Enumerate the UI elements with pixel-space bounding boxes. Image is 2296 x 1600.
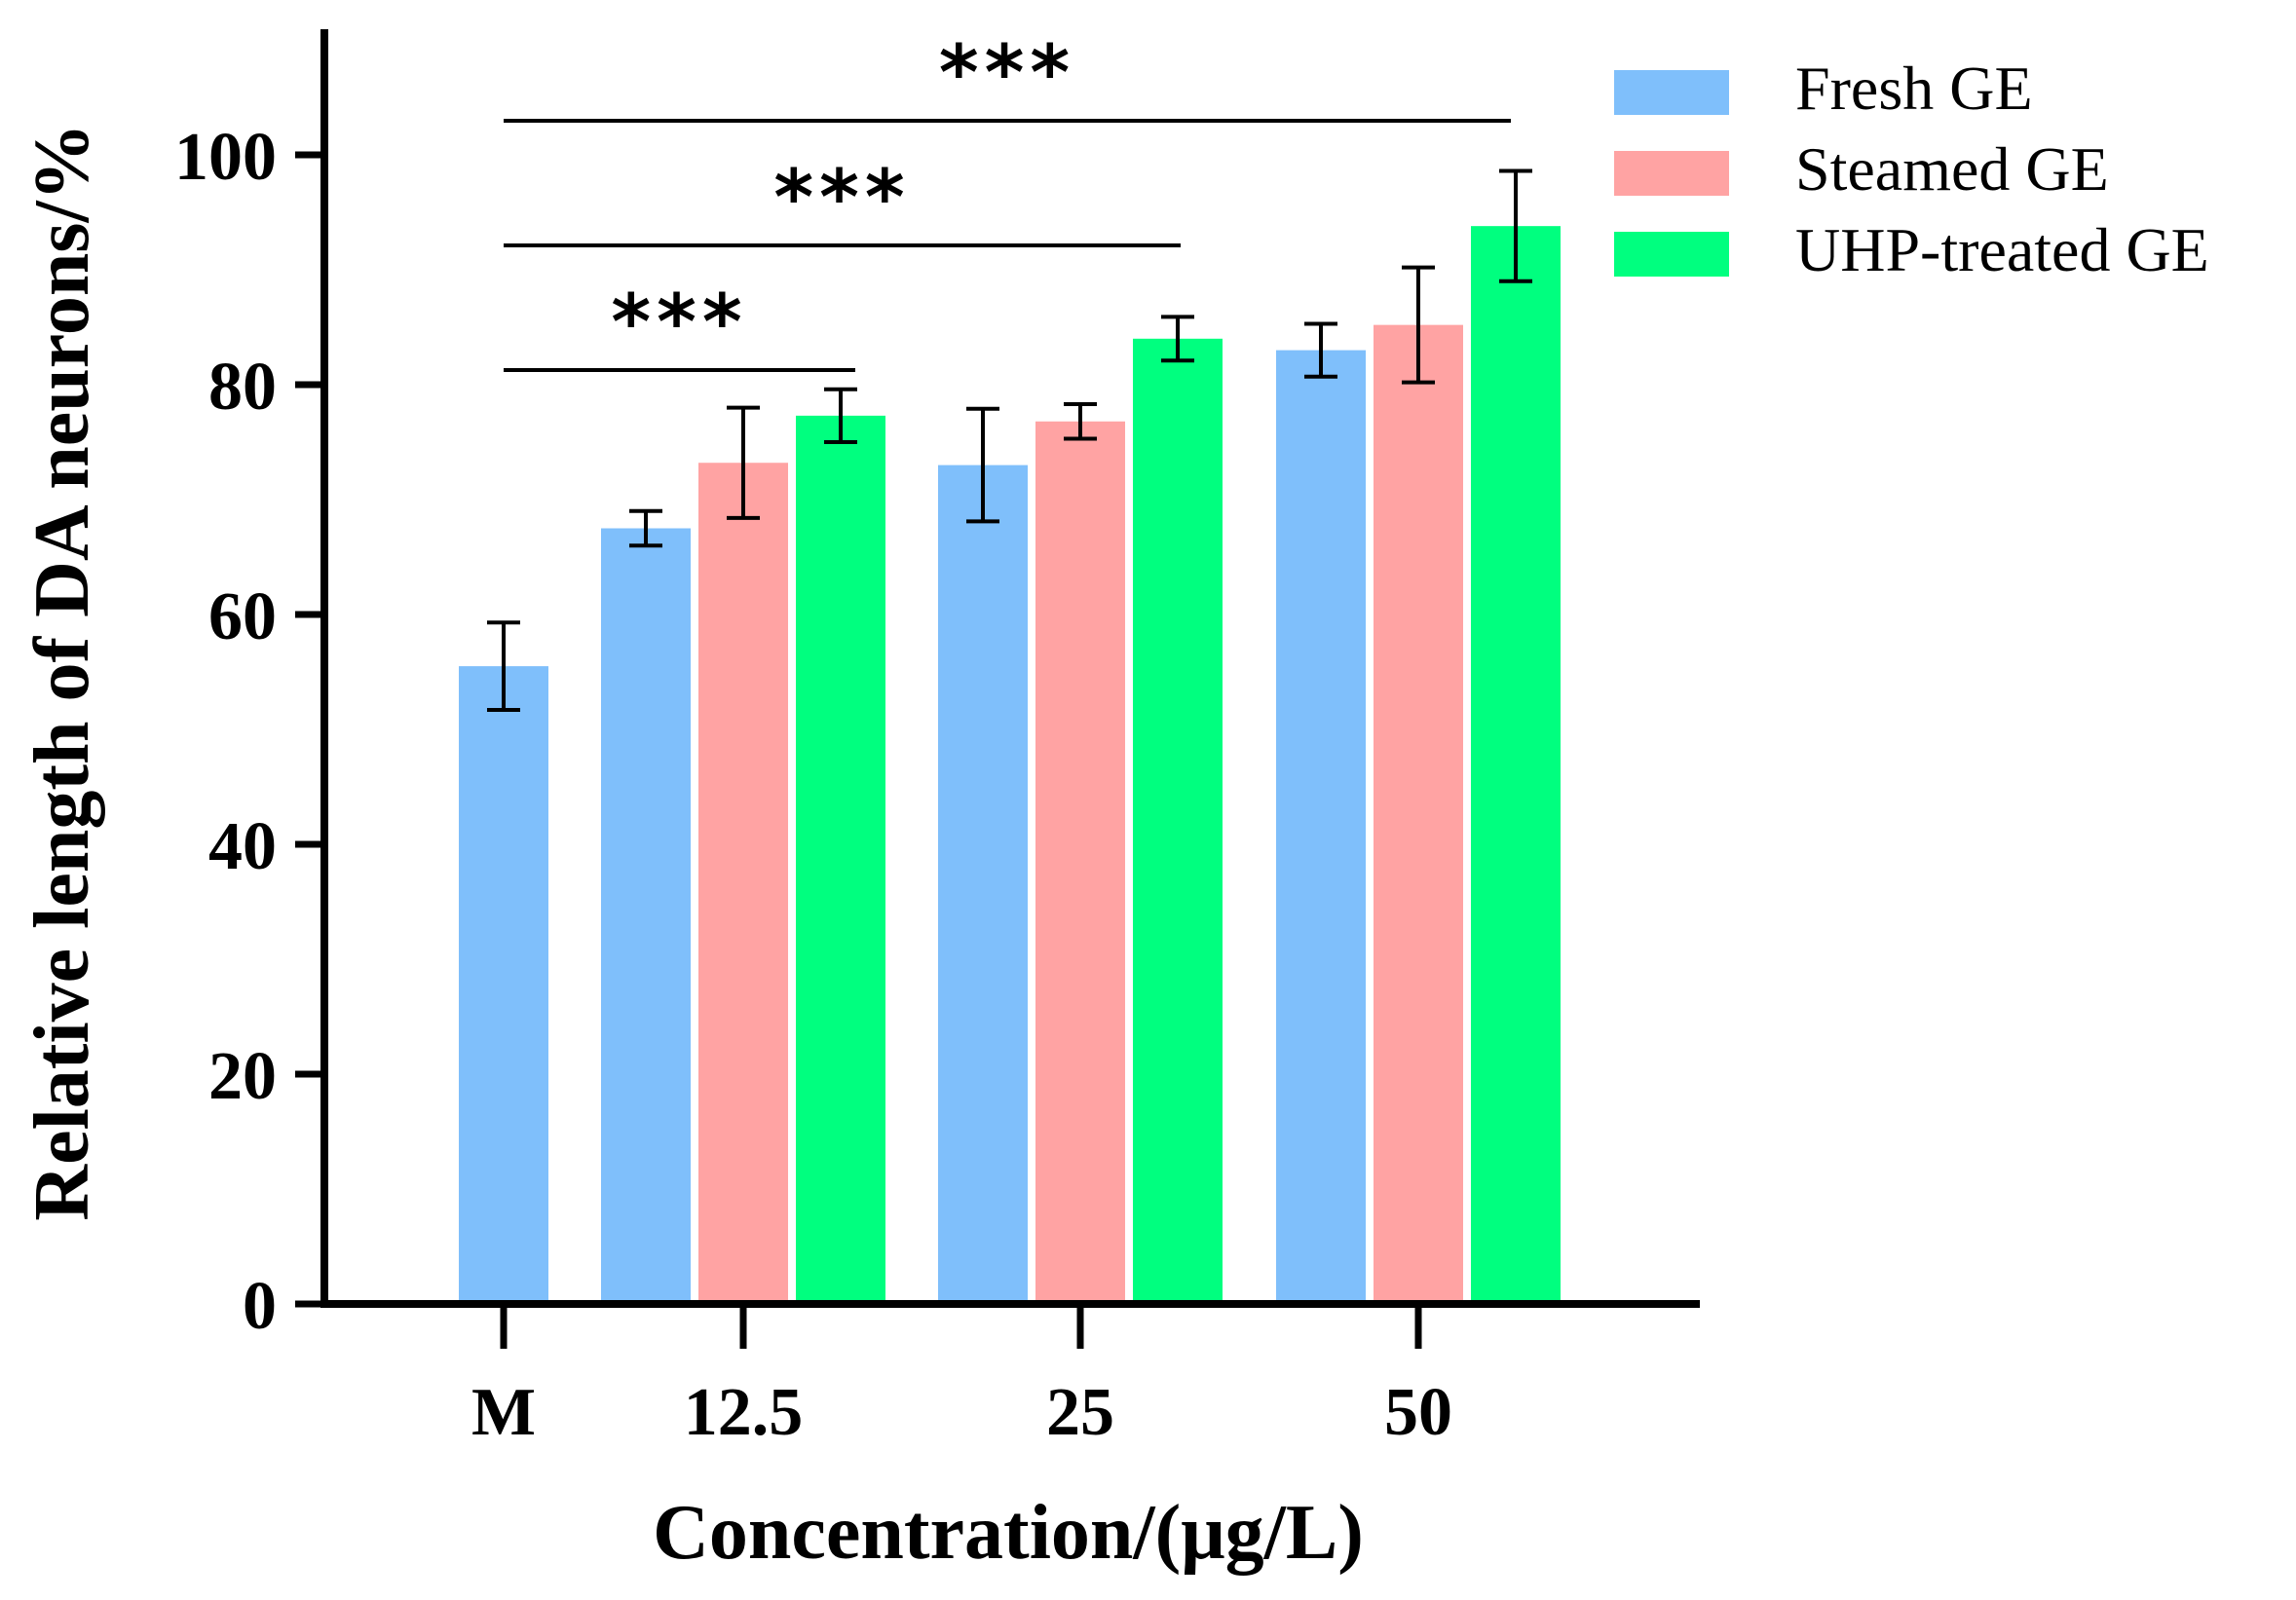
x-tick-label-M: M <box>471 1375 536 1450</box>
bar-steamed-ge-25 <box>1035 421 1125 1304</box>
error-bars-layer <box>487 168 1532 712</box>
legend-swatch-uhp-treated-ge <box>1614 232 1729 277</box>
significance-stars-3: *** <box>939 30 1075 118</box>
y-ticks-layer: 0 20 40 60 80 100 <box>174 120 324 1344</box>
legend: Fresh GE Steamed GE UHP-treated GE <box>1614 54 2209 284</box>
bar-fresh-ge-M <box>459 666 548 1304</box>
bar-uhp-treated-ge-25 <box>1133 338 1223 1304</box>
bar-fresh-ge-12-5 <box>601 528 691 1304</box>
bar-steamed-ge-50 <box>1374 324 1463 1304</box>
significance-layer: *** *** *** <box>504 30 1511 372</box>
error-bar-uhp-treated-ge-50 <box>1499 168 1532 283</box>
significance-stars-1: *** <box>611 279 747 367</box>
y-tick-label-20: 20 <box>208 1039 277 1114</box>
legend-swatch-steamed-ge <box>1614 151 1729 196</box>
bars-layer <box>459 226 1561 1305</box>
x-ticks-layer: M 12.5 25 50 <box>471 1304 1452 1450</box>
legend-label-steamed-ge: Steamed GE <box>1795 134 2109 204</box>
error-bar-uhp-treated-ge-12-5 <box>824 387 857 444</box>
bar-uhp-treated-ge-50 <box>1471 226 1561 1304</box>
legend-swatch-fresh-ge <box>1614 70 1729 115</box>
x-tick-label-25: 25 <box>1046 1375 1114 1450</box>
x-tick-label-50: 50 <box>1384 1375 1452 1450</box>
error-bar-uhp-treated-ge-25 <box>1161 315 1194 363</box>
bar-uhp-treated-ge-12-5 <box>796 415 885 1304</box>
y-tick-label-60: 60 <box>208 579 277 654</box>
error-bar-fresh-ge-25 <box>966 406 999 524</box>
y-axis-label: Relative length of DA neurons/% <box>19 123 105 1220</box>
error-bar-steamed-ge-25 <box>1064 402 1097 441</box>
y-tick-label-100: 100 <box>174 120 277 195</box>
x-axis-label: Concentration/(μg/L) <box>653 1490 1364 1576</box>
x-tick-label-12-5: 12.5 <box>684 1375 804 1450</box>
bar-fresh-ge-25 <box>938 465 1028 1305</box>
legend-label-uhp-treated-ge: UHP-treated GE <box>1795 215 2209 284</box>
y-tick-label-0: 0 <box>243 1269 277 1344</box>
bar-fresh-ge-50 <box>1276 350 1366 1305</box>
error-bar-steamed-ge-50 <box>1402 265 1435 385</box>
legend-label-fresh-ge: Fresh GE <box>1795 54 2033 123</box>
y-tick-label-40: 40 <box>208 809 277 884</box>
bar-steamed-ge-12-5 <box>698 463 788 1304</box>
error-bar-fresh-ge-12-5 <box>629 508 662 548</box>
y-tick-label-80: 80 <box>208 350 277 425</box>
significance-stars-2: *** <box>773 155 910 242</box>
error-bar-steamed-ge-12-5 <box>727 405 760 520</box>
error-bar-fresh-ge-M <box>487 620 520 712</box>
error-bar-fresh-ge-50 <box>1304 321 1337 379</box>
